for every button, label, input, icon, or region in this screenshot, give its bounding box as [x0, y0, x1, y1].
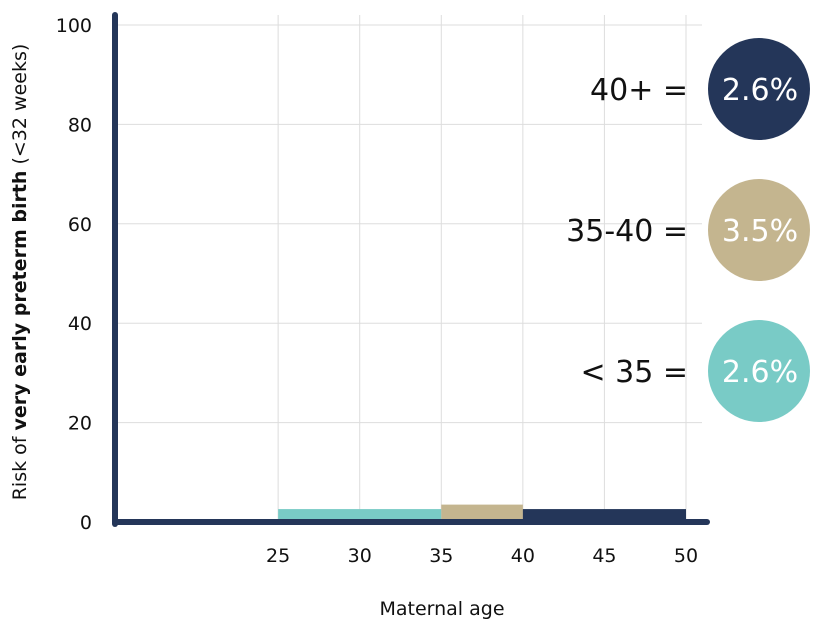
x-tick-label: 40	[511, 545, 535, 567]
callout-circle	[708, 179, 810, 281]
callout-value: 2.6%	[722, 355, 798, 390]
y-tick-label: 0	[80, 512, 92, 534]
y-tick-label: 80	[68, 114, 92, 136]
callout-label: 40+ =	[590, 73, 688, 108]
axes	[112, 12, 710, 527]
bar-0	[278, 509, 442, 522]
bar-2	[522, 509, 686, 522]
y-tick-label: 20	[68, 413, 92, 435]
x-tick-label: 45	[592, 545, 616, 567]
y-tick-label: 60	[68, 214, 92, 236]
x-tick-labels: 25 30 35 40 45 50	[266, 545, 698, 567]
y-tick-label: 40	[68, 313, 92, 335]
y-axis-title-prefix: Risk of	[9, 430, 31, 500]
x-tick-label: 50	[674, 545, 698, 567]
bars	[278, 504, 686, 522]
legend-callouts: 40+ = 2.6% 35-40 = 3.5% < 35 = 2.6%	[566, 38, 810, 422]
y-axis-title-bold: very early preterm birth	[9, 171, 31, 431]
callout-label: < 35 =	[580, 355, 688, 390]
callout-value: 3.5%	[722, 214, 798, 249]
callout-circle	[708, 38, 810, 140]
x-axis-title: Maternal age	[379, 598, 504, 620]
x-tick-label: 35	[429, 545, 453, 567]
y-tick-label: 100	[56, 15, 92, 37]
y-axis-title-suffix: (<32 weeks)	[9, 44, 31, 171]
grid	[115, 15, 702, 523]
y-tick-labels: 0 20 40 60 80 100	[56, 15, 92, 534]
y-axis-title: Risk of very early preterm birth (<32 we…	[9, 44, 31, 501]
callout-value: 2.6%	[722, 73, 798, 108]
callout-label: 35-40 =	[566, 214, 688, 249]
x-tick-label: 25	[266, 545, 290, 567]
callout-circle	[708, 320, 810, 422]
bar-1	[441, 504, 523, 522]
x-tick-label: 30	[348, 545, 372, 567]
